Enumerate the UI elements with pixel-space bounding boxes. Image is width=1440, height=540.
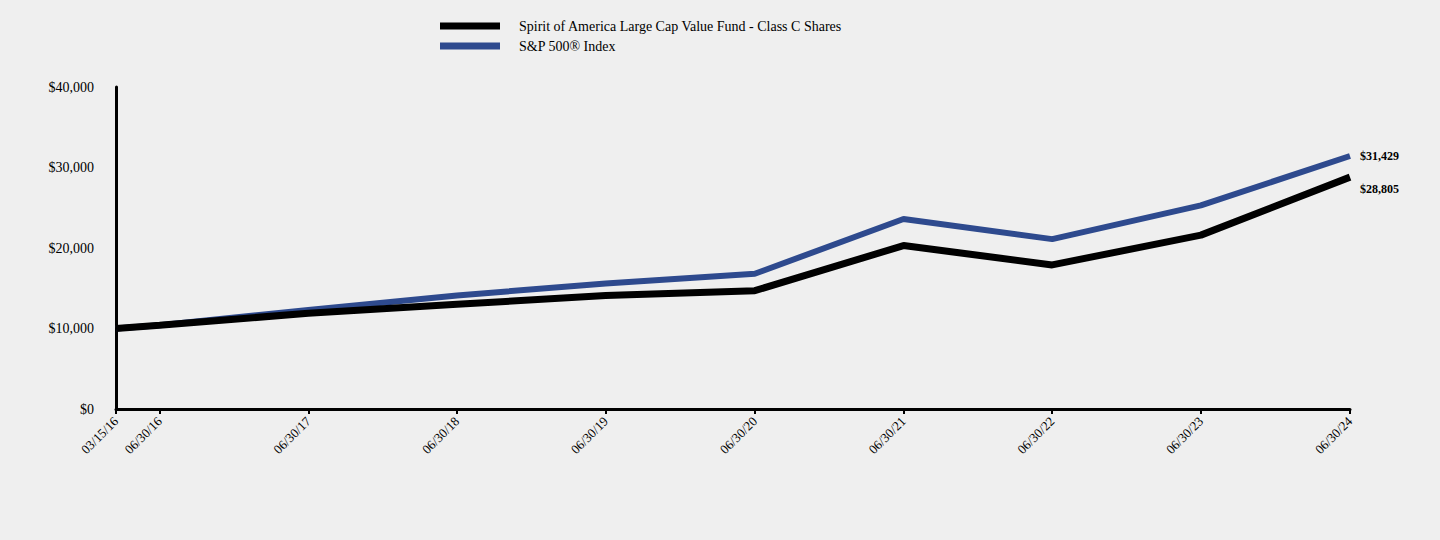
svg-text:06/30/16: 06/30/16 [122,413,166,457]
svg-text:03/15/16: 03/15/16 [78,413,122,457]
svg-text:06/30/24: 06/30/24 [1312,413,1356,457]
svg-text:$10,000: $10,000 [49,321,95,336]
svg-text:06/30/21: 06/30/21 [866,414,909,457]
svg-text:06/30/22: 06/30/22 [1014,414,1057,457]
svg-text:06/30/18: 06/30/18 [419,414,462,457]
svg-text:$40,000: $40,000 [49,80,95,95]
svg-text:06/30/20: 06/30/20 [717,414,760,457]
svg-text:$28,805: $28,805 [1360,182,1399,196]
svg-text:S&P 500® Index: S&P 500® Index [519,39,615,54]
svg-text:$0: $0 [80,402,94,417]
svg-text:06/30/17: 06/30/17 [270,413,314,457]
svg-text:06/30/23: 06/30/23 [1163,414,1206,457]
svg-text:Spirit of America Large Cap Va: Spirit of America Large Cap Value Fund -… [519,19,841,34]
svg-text:06/30/19: 06/30/19 [568,414,611,457]
svg-text:$31,429: $31,429 [1360,149,1399,163]
svg-text:$20,000: $20,000 [49,241,95,256]
svg-text:$30,000: $30,000 [49,160,95,175]
